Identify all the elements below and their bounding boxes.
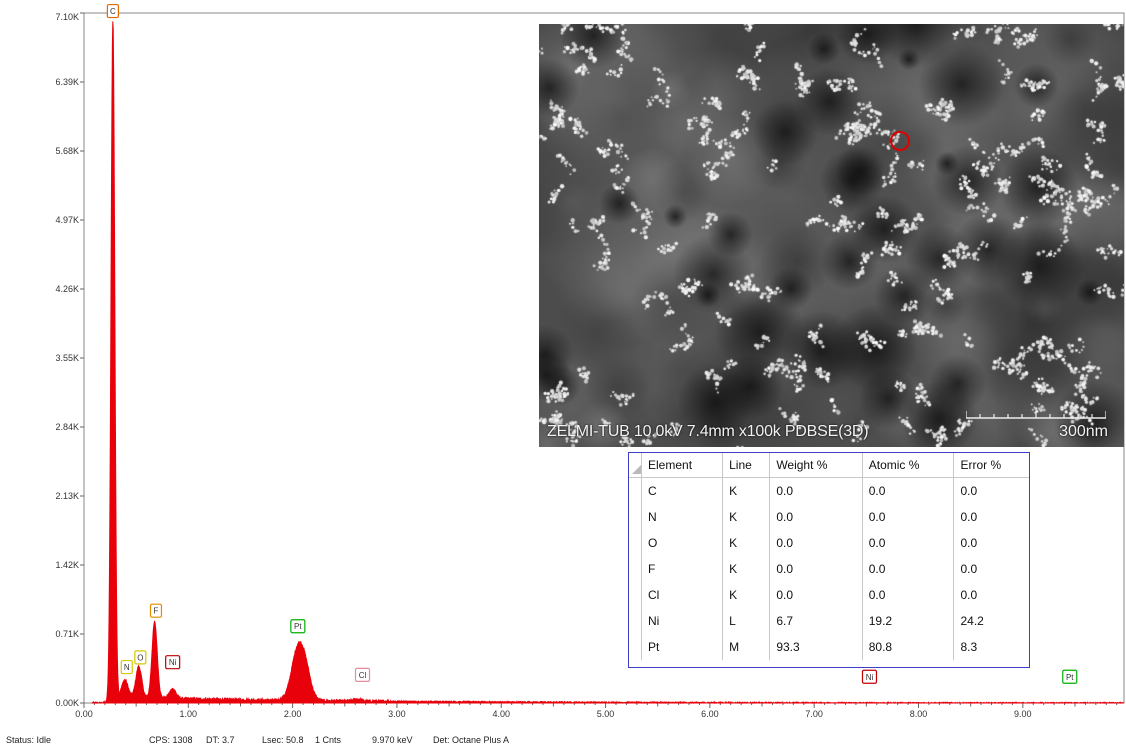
column-header-atomic[interactable]: Atomic %: [861, 453, 954, 478]
y-tick-label: 0.00K: [55, 698, 79, 708]
column-header-element[interactable]: Element: [640, 453, 723, 478]
y-tick-label: 6.39K: [55, 77, 79, 87]
peak-label-cl[interactable]: Cl: [354, 667, 371, 682]
quantification-results-table[interactable]: Element Line Weight % Atomic % Error % C…: [628, 452, 1030, 668]
table-corner[interactable]: [629, 453, 642, 478]
y-axis-ticks: 0.00K 0.71K 1.42K 2.13K 2.84K 3.55K 4.26K 4.97K…: [55, 12, 84, 708]
peak-label-pt[interactable]: Pt: [1062, 669, 1078, 684]
peak-label-pt[interactable]: Pt: [290, 619, 306, 634]
counts-readout: 1 Cnts: [315, 735, 342, 745]
table-row[interactable]: F K 0.0 0.0 0.0: [629, 556, 1029, 582]
table-row[interactable]: C K 0.0 0.0 0.0: [629, 477, 1029, 504]
status-text: Status: Idle: [6, 735, 52, 745]
y-tick-label: 2.13K: [55, 491, 79, 501]
sem-image-canvas: [539, 24, 1124, 447]
x-tick-label: 5.00: [597, 709, 615, 719]
cps-readout: CPS: 1308: [149, 735, 193, 745]
peak-label-text: N: [124, 663, 130, 672]
x-tick-label: 9.00: [1014, 709, 1032, 719]
peak-label-text: Ni: [866, 673, 874, 682]
table-row[interactable]: Cl K 0.0 0.0 0.0: [629, 582, 1029, 608]
table-row[interactable]: N K 0.0 0.0 0.0: [629, 504, 1029, 530]
sem-caption: ZELMI-TUB 10.0kV 7.4mm x100k PDBSE(3D): [547, 423, 869, 440]
x-axis-ticks: 0.00 1.00 2.00 3.00 4.00 5.00 6.00 7.00 8.00 9.00: [75, 703, 1118, 719]
y-tick-label: 1.42K: [55, 560, 79, 570]
peak-label-text: F: [154, 607, 159, 616]
peak-label-ni[interactable]: Ni: [165, 655, 181, 670]
x-tick-label: 7.00: [805, 709, 823, 719]
x-tick-label: 0.00: [75, 709, 93, 719]
corner-triangle-icon: [632, 464, 641, 474]
x-tick-label: 3.00: [388, 709, 406, 719]
y-tick-label: 2.84K: [55, 422, 79, 432]
x-tick-label: 2.00: [284, 709, 302, 719]
energy-readout: 9.970 keV: [372, 735, 413, 745]
peak-label-text: Cl: [359, 671, 367, 680]
column-header-error[interactable]: Error %: [953, 453, 1029, 478]
detector-readout: Det: Octane Plus A: [433, 735, 510, 745]
y-tick-label: 4.26K: [55, 284, 79, 294]
scale-bar-icon: [966, 411, 1106, 419]
y-tick-label: 0.71K: [55, 629, 79, 639]
spot-marker-circle[interactable]: [890, 131, 910, 151]
peak-label-text: O: [137, 653, 143, 662]
peak-label-n[interactable]: N: [120, 659, 133, 675]
peak-label-f[interactable]: F: [149, 603, 163, 618]
table-header-row: Element Line Weight % Atomic % Error %: [629, 453, 1029, 478]
peak-label-ni[interactable]: Ni: [861, 669, 878, 684]
table-row[interactable]: Pt M 93.3 80.8 8.3: [629, 634, 1029, 660]
y-tick-label: 4.97K: [55, 215, 79, 225]
sem-micrograph[interactable]: ZELMI-TUB 10.0kV 7.4mm x100k PDBSE(3D) 3…: [539, 24, 1124, 447]
x-tick-label: 1.00: [180, 709, 198, 719]
live-seconds-readout: Lsec: 50.8: [262, 735, 304, 745]
peak-label-text: Pt: [1066, 673, 1074, 682]
x-tick-label: 6.00: [701, 709, 719, 719]
peak-label-text: Ni: [169, 658, 177, 667]
table-row[interactable]: Ni L 6.7 19.2 24.2: [629, 608, 1029, 634]
y-tick-label: 7.10K: [55, 12, 79, 22]
dead-time-readout: DT: 3.7: [206, 735, 235, 745]
scale-label: 300nm: [1059, 423, 1108, 440]
peak-label-text: Pt: [294, 622, 302, 631]
peak-labels: C NO F Ni Pt Cl Ni Pt: [106, 3, 1078, 684]
x-tick-label: 8.00: [910, 709, 928, 719]
y-tick-label: 3.55K: [55, 353, 79, 363]
table-row[interactable]: O K 0.0 0.0 0.0: [629, 530, 1029, 556]
peak-label-o[interactable]: O: [134, 650, 147, 665]
peak-label-c[interactable]: C: [106, 3, 119, 19]
x-tick-label: 4.00: [492, 709, 510, 719]
spectrum-series-line: [91, 21, 1124, 705]
status-bar: Status: Idle CPS: 1308 DT: 3.7 Lsec: 50.…: [0, 726, 1126, 746]
column-header-weight[interactable]: Weight %: [769, 453, 863, 478]
column-header-line[interactable]: Line: [722, 453, 770, 478]
y-tick-label: 5.68K: [55, 146, 79, 156]
peak-label-text: C: [110, 7, 116, 16]
